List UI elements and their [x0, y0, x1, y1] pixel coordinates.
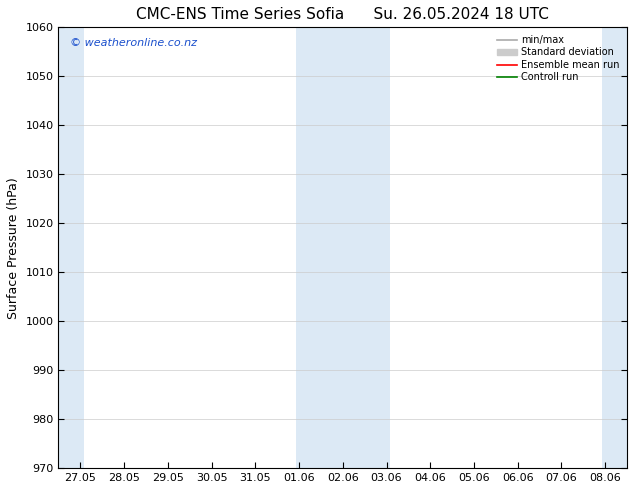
Text: © weatheronline.co.nz: © weatheronline.co.nz [70, 38, 197, 49]
Bar [295, 27, 390, 468]
Y-axis label: Surface Pressure (hPa): Surface Pressure (hPa) [7, 177, 20, 318]
Bar [58, 27, 84, 468]
Bar [602, 27, 634, 468]
Title: CMC-ENS Time Series Sofia      Su. 26.05.2024 18 UTC: CMC-ENS Time Series Sofia Su. 26.05.2024… [136, 7, 549, 22]
Legend: min/max, Standard deviation, Ensemble mean run, Controll run: min/max, Standard deviation, Ensemble me… [495, 32, 622, 85]
